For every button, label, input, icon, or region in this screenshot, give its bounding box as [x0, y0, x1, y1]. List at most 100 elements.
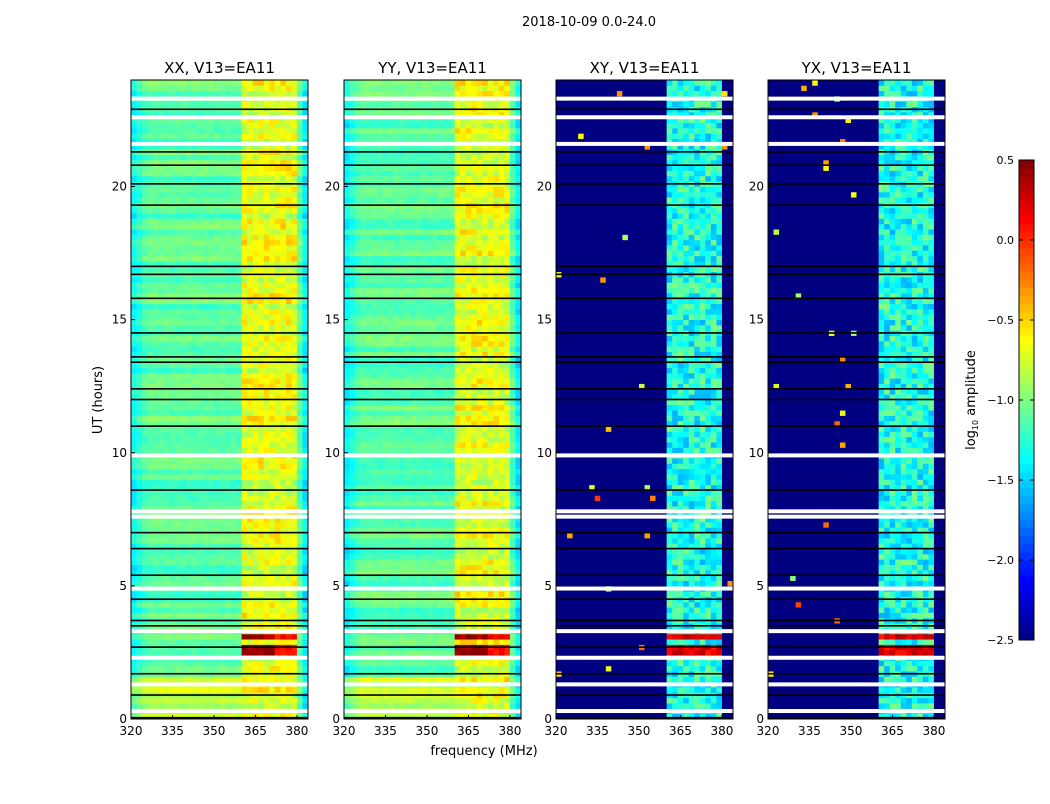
heatmap-cell	[164, 378, 170, 384]
heatmap-cell	[258, 554, 264, 560]
heatmap-cell	[433, 607, 439, 613]
heatmap-cell	[269, 266, 275, 272]
heatmap-cell	[225, 266, 231, 272]
heatmap-cell	[253, 101, 259, 107]
heatmap-cell	[253, 559, 259, 565]
heatmap-cell	[444, 613, 450, 619]
heatmap-cell	[247, 676, 253, 682]
heatmap-cell	[231, 447, 237, 453]
heatmap-cell	[394, 650, 400, 656]
heatmap-cell	[258, 565, 264, 571]
heatmap-cell	[148, 639, 154, 645]
heatmap-cell	[197, 155, 203, 161]
heatmap-cell	[297, 602, 303, 608]
heatmap-cell	[225, 101, 231, 107]
heatmap-cell	[361, 660, 367, 666]
heatmap-cell	[186, 447, 192, 453]
heatmap-cell	[264, 266, 270, 272]
heatmap-cell	[297, 650, 303, 656]
heatmap-cell	[291, 378, 297, 384]
heatmap-cell	[214, 378, 220, 384]
heatmap-cell	[253, 123, 259, 129]
heatmap-cell	[153, 666, 159, 672]
heatmap-cell	[247, 282, 253, 288]
heatmap-cell	[220, 549, 226, 555]
heatmap-cell	[153, 128, 159, 134]
heatmap-cell	[399, 559, 405, 565]
heatmap-cell	[242, 123, 248, 129]
heatmap-cell	[148, 400, 154, 406]
heatmap-cell	[275, 234, 281, 240]
heatmap-cell	[186, 660, 192, 666]
heatmap-cell	[231, 101, 237, 107]
heatmap-cell	[344, 676, 350, 682]
heatmap-cell	[247, 490, 253, 496]
heatmap-cell	[394, 554, 400, 560]
heatmap-cell	[291, 607, 297, 613]
heatmap-cell	[192, 501, 198, 507]
heatmap-cell	[148, 192, 154, 198]
heatmap-cell	[175, 474, 181, 480]
heatmap-cell	[170, 634, 176, 640]
heatmap-cell	[444, 565, 450, 571]
heatmap-cell	[247, 373, 253, 379]
heatmap-cell	[236, 565, 242, 571]
heatmap-cell	[175, 581, 181, 587]
heatmap-cell	[510, 676, 516, 682]
heatmap-cell	[280, 155, 286, 161]
heatmap-cell	[148, 426, 154, 432]
heatmap-cell	[366, 565, 372, 571]
heatmap-cell	[153, 155, 159, 161]
heatmap-cell	[175, 458, 181, 464]
heatmap-cell	[208, 176, 214, 182]
heatmap-cell	[181, 495, 187, 501]
heatmap-cell	[175, 554, 181, 560]
heatmap-cell	[208, 208, 214, 214]
heatmap-cell	[372, 554, 378, 560]
heatmap-cell	[181, 229, 187, 235]
heatmap-cell	[297, 250, 303, 256]
heatmap-cell	[280, 101, 286, 107]
heatmap-cell	[291, 368, 297, 374]
heatmap-cell	[148, 474, 154, 480]
heatmap-cell	[170, 304, 176, 310]
heatmap-cell	[214, 325, 220, 331]
heatmap-cell	[460, 660, 466, 666]
heatmap-cell	[153, 538, 159, 544]
heatmap-cell	[186, 192, 192, 198]
heatmap-cell	[242, 256, 248, 262]
heatmap-cell	[137, 288, 143, 294]
heatmap-cell	[192, 336, 198, 342]
heatmap-cell	[236, 458, 242, 464]
heatmap-cell	[197, 666, 203, 672]
heatmap-cell	[275, 437, 281, 443]
heatmap-cell	[433, 581, 439, 587]
heatmap-cell	[427, 549, 433, 555]
heatmap-cell	[214, 703, 220, 709]
heatmap-cell	[236, 415, 242, 421]
heatmap-cell	[220, 410, 226, 416]
heatmap-cell	[208, 282, 214, 288]
heatmap-cell	[153, 549, 159, 555]
heatmap-cell	[197, 373, 203, 379]
heatmap-cell	[242, 378, 248, 384]
heatmap-cell	[225, 613, 231, 619]
heatmap-cell	[242, 80, 248, 86]
heatmap-cell	[170, 123, 176, 129]
heatmap-cell	[225, 314, 231, 320]
heatmap-cell	[220, 85, 226, 91]
heatmap-cell	[286, 639, 292, 645]
heatmap-cell	[427, 565, 433, 571]
heatmap-cell	[258, 229, 264, 235]
heatmap-cell	[197, 133, 203, 139]
heatmap-cell	[264, 171, 270, 177]
heatmap-cell	[372, 549, 378, 555]
heatmap-cell	[455, 565, 461, 571]
flagged-line	[131, 673, 308, 675]
heatmap-cell	[131, 128, 137, 134]
heatmap-cell	[253, 165, 259, 171]
heatmap-cell	[242, 490, 248, 496]
heatmap-cell	[220, 341, 226, 347]
heatmap-cell	[137, 192, 143, 198]
heatmap-cell	[275, 426, 281, 432]
